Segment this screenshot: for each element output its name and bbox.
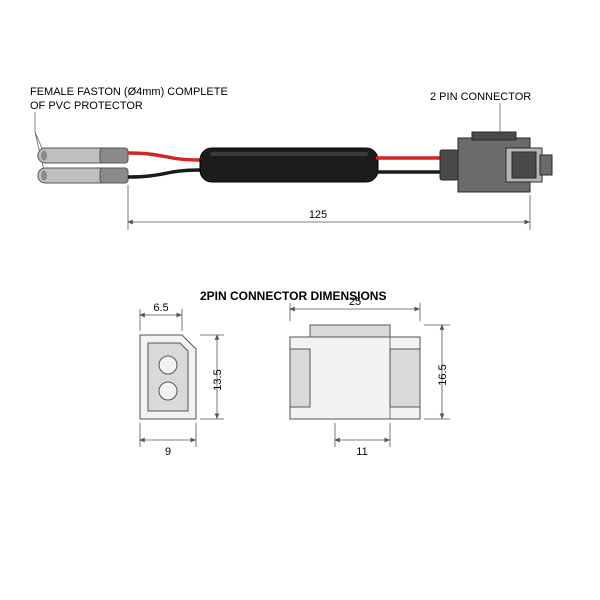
svg-text:25: 25 bbox=[349, 296, 361, 308]
leader-left bbox=[35, 112, 45, 175]
svg-text:125: 125 bbox=[309, 209, 327, 221]
wire-red-left bbox=[128, 153, 200, 160]
side-view: 25 11 16.5 bbox=[290, 296, 450, 458]
front-view: 6.5 9 13.5 bbox=[140, 302, 224, 458]
svg-text:11: 11 bbox=[356, 446, 367, 458]
wire-black-left bbox=[128, 170, 200, 177]
label-2pin-connector: 2 PIN CONNECTOR bbox=[430, 91, 531, 103]
svg-text:9: 9 bbox=[165, 446, 171, 458]
label-female-faston-l1: FEMALE FASTON (Ø4mm) COMPLETE bbox=[30, 86, 228, 98]
faston-top bbox=[38, 148, 128, 163]
sleeve-hl bbox=[210, 152, 368, 156]
faston-bottom bbox=[38, 168, 128, 183]
connector-2pin bbox=[440, 132, 552, 192]
label-female-faston-l2: OF PVC PROTECTOR bbox=[30, 100, 143, 112]
svg-text:6.5: 6.5 bbox=[153, 302, 168, 314]
svg-text:13.5: 13.5 bbox=[212, 369, 224, 390]
svg-text:16.5: 16.5 bbox=[437, 364, 449, 385]
